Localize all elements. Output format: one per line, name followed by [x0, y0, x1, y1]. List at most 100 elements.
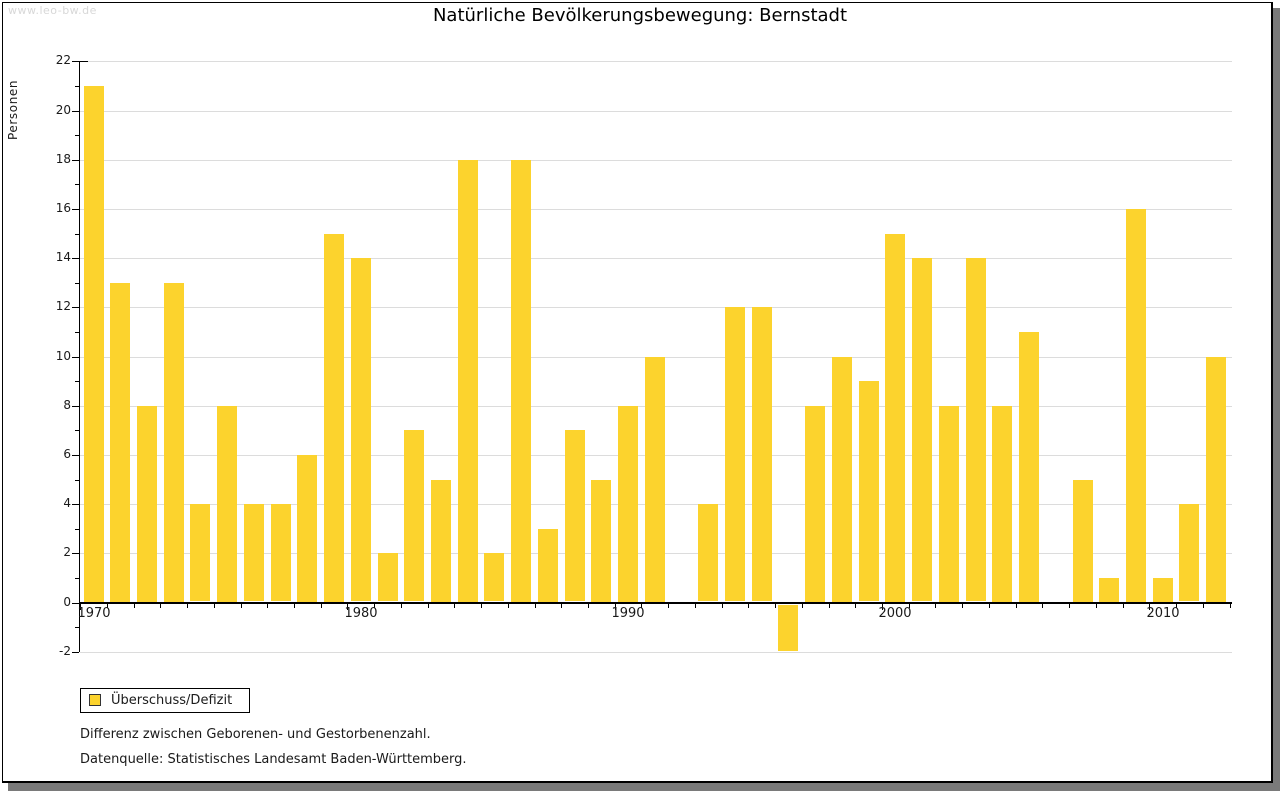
bar-1985 — [484, 553, 504, 601]
y-tick-20 — [72, 111, 79, 112]
legend-label: Überschuss/Defizit — [111, 693, 233, 708]
bar-1991 — [645, 357, 665, 602]
y-tick-label-12: 12 — [55, 299, 71, 313]
x-tick-27 — [802, 604, 803, 608]
y-tick-7 — [75, 430, 79, 431]
x-tick-10 — [347, 604, 348, 610]
bar-1988 — [565, 430, 585, 601]
y-tick-19 — [75, 135, 79, 136]
x-tick-22 — [668, 604, 669, 608]
bar-1979 — [324, 234, 344, 602]
gridline--2 — [80, 652, 1232, 653]
bar-1990 — [618, 406, 638, 602]
gridline-16 — [80, 209, 1232, 210]
x-tick-33 — [962, 604, 963, 608]
y-tick--1 — [75, 627, 79, 628]
bar-1998 — [832, 357, 852, 602]
bar-1980 — [351, 258, 371, 601]
y-tick-label-14: 14 — [55, 250, 71, 264]
bar-2008 — [1099, 578, 1119, 602]
x-tick-label-1980: 1980 — [344, 606, 378, 621]
x-tick-1 — [107, 604, 108, 608]
y-tick-8 — [72, 406, 79, 407]
bar-1981 — [378, 553, 398, 601]
y-tick-label-16: 16 — [55, 201, 71, 215]
bar-1977 — [271, 504, 291, 601]
y-tick-label-4: 4 — [63, 496, 71, 510]
bar-1995 — [752, 307, 772, 601]
y-tick-11 — [75, 332, 79, 333]
y-tick-12 — [72, 307, 79, 308]
y-tick-label-18: 18 — [55, 152, 71, 166]
footnote-source: Datenquelle: Statistisches Landesamt Bad… — [80, 752, 467, 767]
bar-1999 — [859, 381, 879, 601]
x-tick-15 — [481, 604, 482, 608]
bar-1986 — [511, 160, 531, 602]
x-tick-2 — [134, 604, 135, 608]
bar-2012 — [1206, 357, 1226, 602]
x-tick-12 — [401, 604, 402, 608]
y-tick-22 — [72, 61, 79, 62]
x-tick-23 — [695, 604, 696, 608]
x-tick-19 — [588, 604, 589, 608]
window-shadow-bottom — [8, 783, 1273, 791]
bar-1997 — [805, 406, 825, 602]
x-tick-38 — [1096, 604, 1097, 608]
x-tick-3 — [160, 604, 161, 608]
x-tick-8 — [294, 604, 295, 608]
y-tick-label-0: 0 — [63, 595, 71, 609]
window-shadow-right — [1273, 8, 1280, 791]
x-tick-16 — [508, 604, 509, 608]
x-tick-label-2010: 2010 — [1146, 606, 1180, 621]
x-tick-42 — [1203, 604, 1204, 608]
x-tick-35 — [1016, 604, 1017, 608]
x-tick-29 — [855, 604, 856, 608]
bar-1976 — [244, 504, 264, 601]
bar-2010 — [1153, 578, 1173, 602]
x-tick-9 — [321, 604, 322, 608]
bar-1978 — [297, 455, 317, 602]
bar-1996 — [778, 605, 798, 651]
x-tick-43 — [1230, 604, 1231, 608]
x-tick-17 — [535, 604, 536, 608]
y-tick-18 — [72, 160, 79, 161]
y-tick-17 — [75, 184, 79, 185]
x-tick-21 — [641, 604, 642, 608]
legend-swatch-icon — [89, 694, 101, 706]
bar-1993 — [698, 504, 718, 601]
bar-1984 — [458, 160, 478, 602]
y-tick-6 — [72, 455, 79, 456]
x-tick-0 — [80, 604, 81, 610]
bar-1974 — [190, 504, 210, 601]
x-tick-37 — [1069, 604, 1070, 608]
y-tick-label-10: 10 — [55, 349, 71, 363]
x-tick-13 — [428, 604, 429, 608]
x-tick-34 — [989, 604, 990, 608]
y-tick-16 — [72, 209, 79, 210]
x-tick-31 — [909, 604, 910, 608]
x-tick-5 — [214, 604, 215, 608]
gridline-18 — [80, 160, 1232, 161]
x-tick-39 — [1123, 604, 1124, 608]
y-tick-2 — [72, 553, 79, 554]
y-tick-0 — [72, 603, 79, 604]
y-tick-15 — [75, 234, 79, 235]
y-tick--2 — [72, 652, 79, 653]
bar-1973 — [164, 283, 184, 602]
bar-1972 — [137, 406, 157, 602]
x-tick-6 — [241, 604, 242, 608]
y-tick-1 — [75, 578, 79, 579]
y-tick-label--2: -2 — [59, 644, 71, 658]
x-tick-20 — [615, 604, 616, 610]
bar-1987 — [538, 529, 558, 602]
gridline-22 — [80, 61, 1232, 62]
x-tick-41 — [1176, 604, 1177, 608]
bar-2002 — [939, 406, 959, 602]
bar-2003 — [966, 258, 986, 601]
gridline-14 — [80, 258, 1232, 259]
bar-2009 — [1126, 209, 1146, 602]
y-axis-line — [79, 61, 80, 652]
legend: Überschuss/Defizit — [80, 688, 250, 713]
x-tick-25 — [748, 604, 749, 608]
